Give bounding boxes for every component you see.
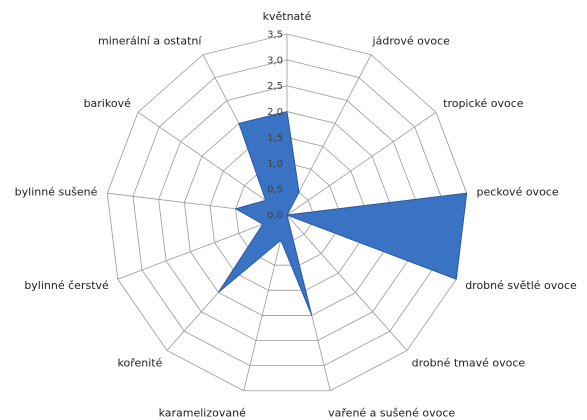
category-label: jádrové ovoce — [372, 35, 451, 48]
category-labels: květnaté jádrové ovoce tropické ovoce pecko… — [15, 10, 577, 419]
axis-spoke — [286, 214, 408, 351]
tick-label: 0,0 — [267, 211, 283, 222]
tick-label: 1,0 — [267, 159, 283, 170]
grid-ring — [209, 137, 365, 291]
category-label: květnaté — [263, 10, 312, 23]
tick-label: 3,0 — [267, 55, 283, 66]
category-label: peckové ovoce — [477, 185, 559, 198]
tick-label: 2,5 — [267, 81, 283, 92]
axis-spoke — [137, 111, 288, 216]
category-label: drobné tmavé ovoce — [412, 356, 526, 369]
category-label: vařené a sušené ovoce — [328, 406, 455, 419]
category-label: kořenité — [117, 356, 162, 369]
category-label: barikové — [84, 97, 132, 110]
grid-ring — [132, 59, 442, 367]
tick-label: 2,0 — [267, 107, 283, 118]
series-area — [217, 110, 468, 316]
grid-ring — [183, 111, 391, 316]
category-label: minerální a ostatní — [98, 35, 202, 48]
radar-series-layer — [217, 110, 468, 316]
category-label: drobné světlé ovoce — [465, 279, 577, 292]
grid-ring — [106, 33, 468, 392]
tick-label: 1,5 — [267, 133, 283, 144]
axis-spoke — [117, 214, 288, 280]
grid-ring — [158, 85, 416, 341]
axis-spoke — [286, 111, 437, 216]
grid-ring — [235, 162, 339, 266]
category-label: bylinné čerstvé — [24, 279, 109, 292]
category-label: karamelizované — [159, 406, 247, 419]
axis-spoke — [286, 54, 372, 216]
category-label: bylinné sušené — [15, 185, 98, 198]
category-label: tropické ovoce — [443, 97, 524, 110]
radial-tick-labels: 0,0 0,5 1,0 1,5 2,0 2,5 3,0 3,5 — [267, 30, 283, 222]
tick-label: 0,5 — [267, 185, 283, 196]
tick-label: 3,5 — [267, 30, 283, 41]
axis-spoke — [243, 214, 288, 391]
